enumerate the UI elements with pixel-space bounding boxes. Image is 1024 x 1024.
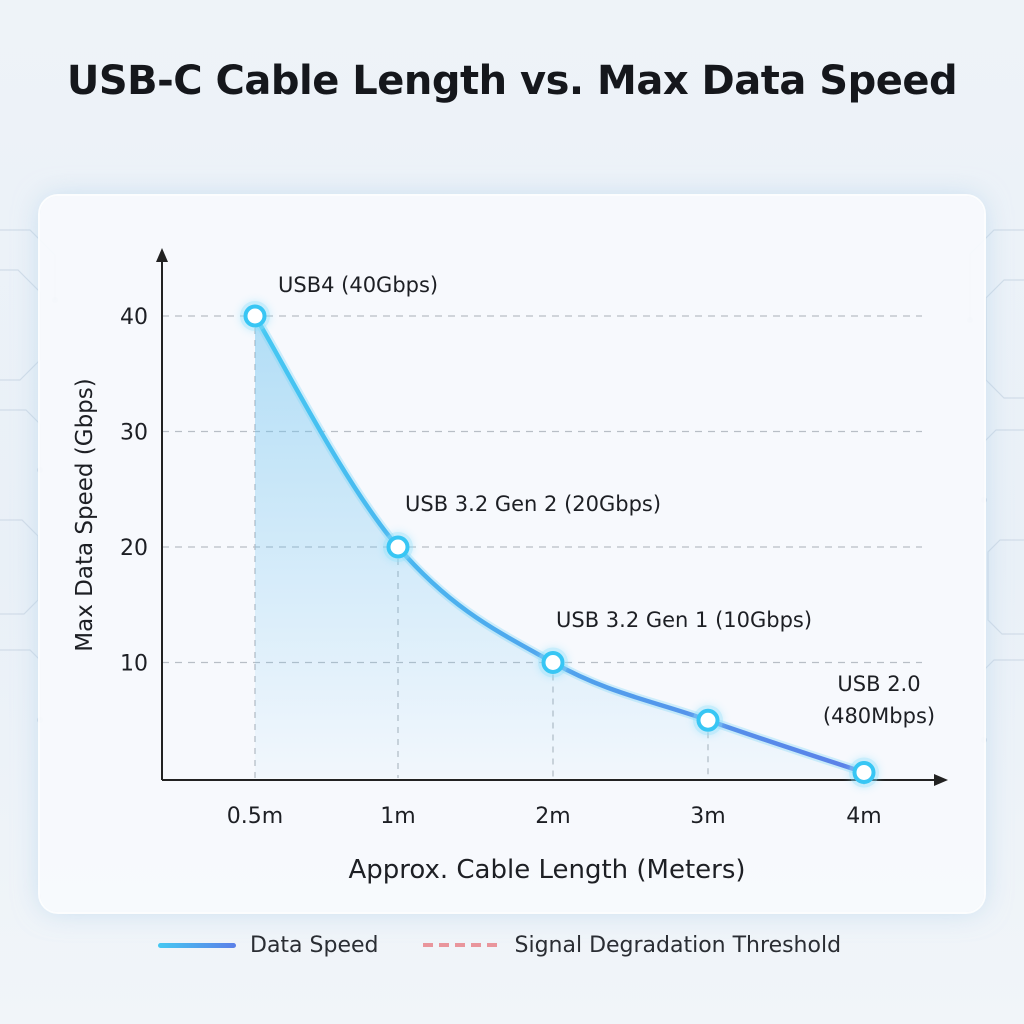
point-annotation: (480Mbps) [823,704,935,728]
point-annotations: USB4 (40Gbps) USB 3.2 Gen 2 (20Gbps) USB 3… [278,273,935,728]
y-tick-label: 20 [120,536,148,561]
legend-dash-swatch [422,943,501,947]
series-area-fill [255,316,864,778]
chart-title: USB-C Cable Length vs. Max Data Speed [66,58,958,104]
series-line-layer [250,311,869,777]
y-tick-label: 30 [120,421,148,446]
data-points-layer [240,301,879,788]
chart-card [40,196,984,912]
y-axis-arrow-icon [156,248,168,262]
point-annotation: USB4 (40Gbps) [278,273,438,297]
data-point [696,708,720,732]
x-tick-label: 2m [535,804,570,829]
x-axis-label: Approx. Cable Length (Meters) [348,855,745,885]
y-tick-label: 40 [120,305,148,330]
legend-item-data-speed: Data Speed [158,933,379,958]
x-tick-labels: 0.5m 1m 2m 3m 4m [227,804,882,829]
legend-label-threshold: Signal Degradation Threshold [514,932,842,958]
data-point [541,651,565,674]
data-point [386,535,410,559]
legend-line-swatch [158,942,236,948]
data-point [852,760,876,784]
legend-label-data-speed: Data Speed [250,932,379,958]
point-annotation: USB 3.2 Gen 2 (20Gbps) [405,492,661,516]
x-tick-label: 1m [380,804,415,829]
series-line [252,313,867,775]
point-annotation: USB 3.2 Gen 1 (10Gbps) [556,608,812,632]
area-fill-layer [255,316,864,778]
y-axis-label: Max Data Speed (Gbps) [72,378,98,651]
point-annotation: USB 2.0 [837,672,920,696]
data-point [243,304,267,328]
chart-legend: Data Speed Signal Degradation Threshold [158,928,841,962]
legend-item-threshold: Signal Degradation Threshold [379,932,842,958]
x-tick-label: 0.5m [227,804,283,829]
y-tick-labels: 10 20 30 40 [120,305,148,677]
y-tick-label: 10 [120,652,148,677]
x-tick-label: 4m [846,804,881,829]
x-axis-arrow-icon [934,774,948,786]
x-tick-label: 3m [690,804,725,829]
